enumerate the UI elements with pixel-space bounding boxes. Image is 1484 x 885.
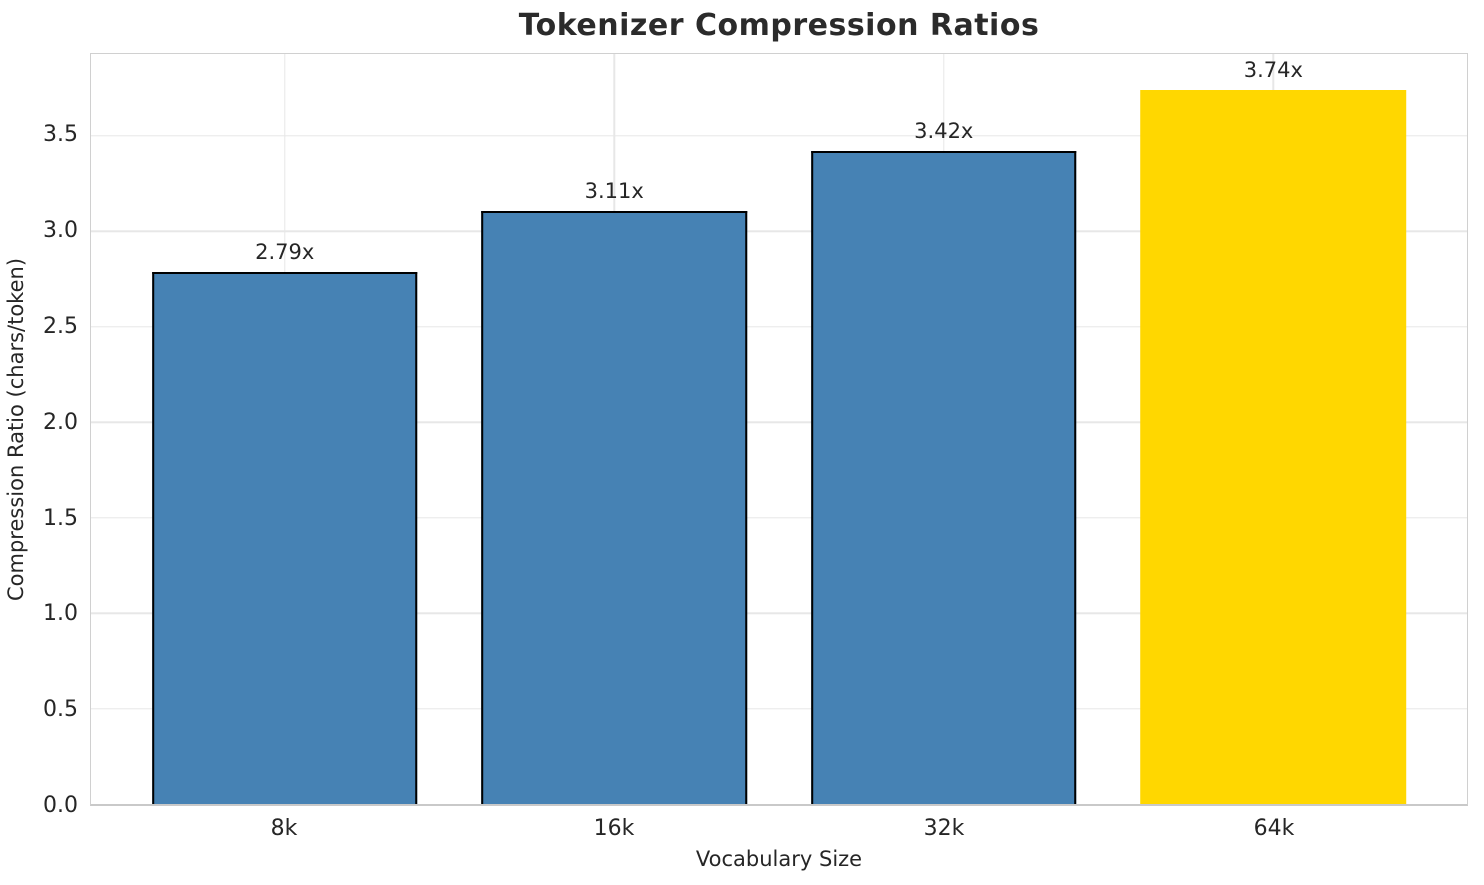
gridline-horizontal (91, 421, 1467, 424)
y-tick-label: 2.5 (43, 313, 78, 339)
x-tick-rail: 8k 16k 32k 64k (90, 816, 1468, 846)
bar-value-label: 3.11x (584, 178, 644, 203)
gridline-horizontal (91, 135, 1467, 137)
y-tick-label: 1.5 (43, 505, 78, 531)
gridline-horizontal (91, 517, 1467, 519)
y-tick-label: 1.0 (43, 601, 78, 627)
bar-value-label: 3.74x (1243, 58, 1303, 83)
plot-area: 2.79x 3.11x 3.42x 3.74x (90, 53, 1468, 806)
y-tick-rail: 0.0 0.5 1.0 1.5 2.0 2.5 3.0 3.5 (0, 53, 78, 817)
x-tick-label-32k: 32k (923, 816, 965, 841)
x-tick-label-64k: 64k (1253, 816, 1295, 841)
gridline-horizontal (91, 707, 1467, 710)
x-tick-label-8k: 8k (270, 816, 298, 841)
bar-32k (810, 151, 1077, 804)
y-tick-label: 3.5 (43, 122, 78, 148)
bar-value-label: 2.79x (255, 239, 315, 264)
bar-value-label: 3.42x (914, 119, 974, 144)
chart-title: Tokenizer Compression Ratios (518, 8, 1040, 43)
bar-8k (151, 271, 418, 804)
y-tick-label: 0.5 (43, 697, 78, 723)
y-tick-label: 3.0 (43, 218, 78, 244)
bar-64k (1140, 90, 1407, 804)
gridline-horizontal (91, 612, 1467, 614)
y-tick-label: 0.0 (43, 793, 78, 818)
x-tick-label-16k: 16k (593, 816, 635, 841)
gridline-horizontal (91, 326, 1467, 328)
gridline-horizontal (91, 230, 1467, 233)
bar-16k (481, 210, 747, 804)
x-axis-label: Vocabulary Size (695, 847, 863, 871)
y-tick-label: 2.0 (43, 409, 78, 435)
